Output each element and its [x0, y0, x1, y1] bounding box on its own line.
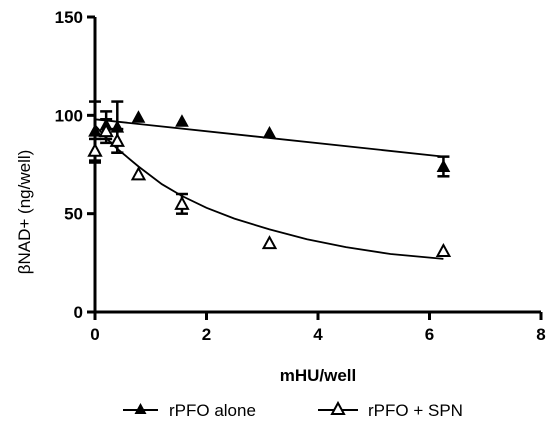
point-rpfo-spn — [435, 242, 452, 258]
legend-marker-rpfo-spn — [330, 400, 346, 415]
tick-labels: 0 50 100 150 0 2 4 6 8 — [55, 8, 546, 344]
point-rpfo-alone — [262, 125, 277, 139]
y-axis-title: βNAD+ (ng/well) — [15, 150, 34, 275]
x-tick-label: 2 — [202, 325, 211, 344]
data-points — [87, 110, 452, 258]
legend-marker-rpfo-alone — [134, 403, 147, 414]
point-rpfo-spn — [98, 122, 114, 138]
x-axis-title: mHU/well — [280, 366, 357, 385]
legend-item-rpfo-spn: rPFO + SPN — [318, 400, 463, 420]
point-rpfo-alone — [175, 114, 189, 127]
error-bars — [89, 100, 450, 215]
point-rpfo-spn — [87, 142, 103, 157]
legend-label-rpfo-alone: rPFO alone — [169, 401, 256, 420]
point-rpfo-alone — [88, 124, 102, 137]
point-rpfo-spn — [109, 132, 125, 147]
axes — [87, 15, 543, 320]
legend: rPFO alone rPFO + SPN — [123, 400, 463, 420]
x-tick-label: 8 — [536, 325, 545, 344]
y-tick-label: 150 — [55, 8, 83, 27]
point-rpfo-alone — [436, 159, 451, 172]
point-rpfo-spn — [174, 195, 190, 210]
y-tick-label: 0 — [74, 303, 83, 322]
y-tick-label: 100 — [55, 106, 83, 125]
x-tick-label: 0 — [90, 325, 99, 344]
point-rpfo-alone — [131, 110, 146, 123]
x-tick-label: 6 — [425, 325, 434, 344]
legend-item-rpfo-alone: rPFO alone — [123, 401, 256, 420]
point-rpfo-alone — [110, 120, 125, 133]
legend-label-rpfo-spn: rPFO + SPN — [368, 401, 463, 420]
point-rpfo-spn — [130, 166, 147, 181]
y-tick-label: 50 — [64, 205, 83, 224]
x-tick-label: 4 — [313, 325, 323, 344]
point-rpfo-spn — [261, 235, 278, 250]
